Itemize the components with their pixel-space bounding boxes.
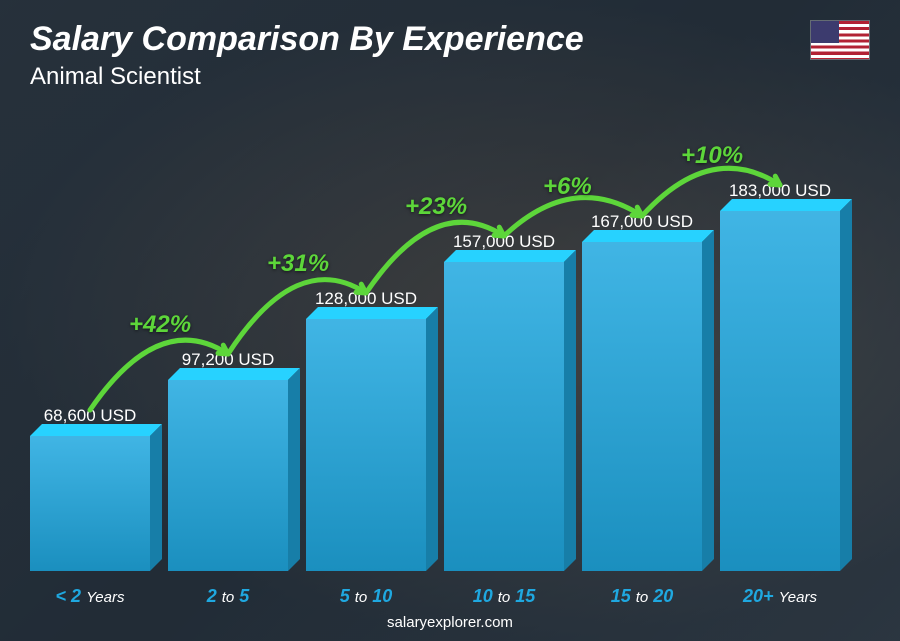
percent-increase-label: +42%	[129, 311, 191, 339]
bar-value-label: 157,000 USD	[453, 232, 555, 252]
bar-front	[30, 436, 150, 571]
bar-value-label: 183,000 USD	[729, 181, 831, 201]
header: Salary Comparison By Experience Animal S…	[30, 20, 870, 91]
bar-wrapper: 167,000 USD15 to 20	[582, 212, 702, 571]
bar-side-face	[150, 424, 162, 571]
percent-increase-label: +10%	[681, 142, 743, 170]
bar-value-label: 128,000 USD	[315, 289, 417, 309]
bar-side-face	[426, 307, 438, 571]
x-axis-label: 5 to 10	[340, 586, 393, 607]
chart-title: Salary Comparison By Experience	[30, 20, 870, 59]
bar-top-face	[444, 250, 576, 262]
flag-canton	[811, 21, 839, 43]
bar-top-face	[30, 424, 162, 436]
x-axis-label: 10 to 15	[473, 586, 536, 607]
bar-value-label: 68,600 USD	[44, 406, 137, 426]
footer-attribution: salaryexplorer.com	[0, 614, 900, 631]
bar-side-face	[288, 368, 300, 571]
bar-side-face	[702, 230, 714, 571]
x-axis-label: < 2 Years	[56, 586, 125, 607]
bar-value-label: 167,000 USD	[591, 212, 693, 232]
bar	[582, 242, 702, 571]
bar-side-face	[840, 199, 852, 571]
bar-wrapper: 128,000 USD5 to 10	[306, 289, 426, 571]
bar	[168, 380, 288, 571]
percent-increase-label: +23%	[405, 193, 467, 221]
bar-wrapper: 97,200 USD2 to 5	[168, 350, 288, 571]
percent-increase-label: +31%	[267, 250, 329, 278]
bar-wrapper: 68,600 USD< 2 Years	[30, 406, 150, 571]
bar-top-face	[582, 230, 714, 242]
bar	[30, 436, 150, 571]
bar	[444, 262, 564, 571]
bar-wrapper: 157,000 USD10 to 15	[444, 232, 564, 571]
bar-front	[582, 242, 702, 571]
x-axis-label: 15 to 20	[611, 586, 674, 607]
bar-side-face	[564, 250, 576, 571]
chart-subtitle: Animal Scientist	[30, 63, 870, 91]
bar-wrapper: 183,000 USD20+ Years	[720, 181, 840, 571]
bar-top-face	[720, 199, 852, 211]
bar-front	[306, 319, 426, 571]
bar-value-label: 97,200 USD	[182, 350, 275, 370]
x-axis-label: 20+ Years	[743, 586, 817, 607]
bar-front	[444, 262, 564, 571]
bar-top-face	[168, 368, 300, 380]
infographic-container: Salary Comparison By Experience Animal S…	[0, 0, 900, 641]
bar-front	[168, 380, 288, 571]
us-flag-icon	[810, 20, 870, 60]
bar-front	[720, 211, 840, 571]
percent-increase-label: +6%	[543, 173, 592, 201]
bar	[720, 211, 840, 571]
bar-top-face	[306, 307, 438, 319]
bar	[306, 319, 426, 571]
x-axis-label: 2 to 5	[207, 586, 250, 607]
